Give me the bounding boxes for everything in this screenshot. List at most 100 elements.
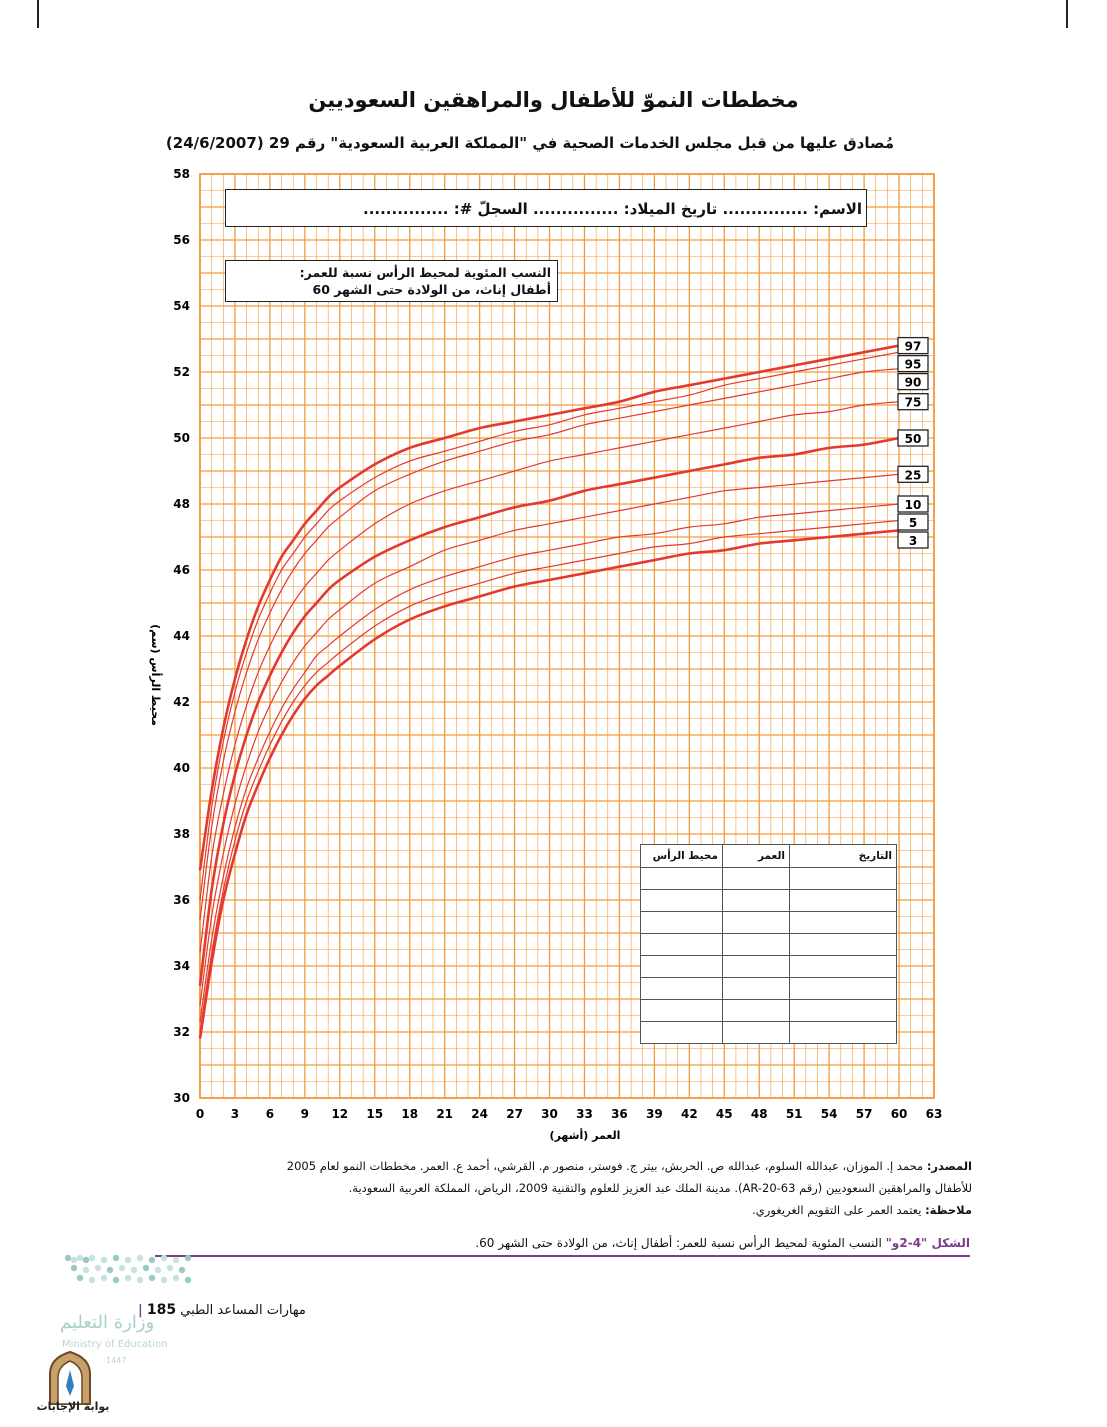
percentile-labels: 97 95 90 75 50 25 10 5 3 [897, 336, 929, 549]
page-subtitle: مُصادق عليها من قبل مجلس الخدمات الصحية … [165, 134, 895, 152]
page-edge-mark-left [37, 0, 39, 28]
x-tick-label: 45 [716, 1107, 733, 1121]
logo-dot [172, 1256, 180, 1264]
col-header-head-circ: محيط الرأس [640, 844, 723, 868]
percentile-label-box-90 [897, 372, 929, 391]
record-row [640, 889, 897, 912]
grid-major [199, 173, 935, 1099]
logo-dot [130, 1266, 138, 1274]
logo-dot [184, 1276, 192, 1284]
x-tick-label: 63 [926, 1107, 943, 1121]
percentile-label-box-5 [897, 513, 929, 531]
x-tick-label: 15 [366, 1107, 383, 1121]
percentile-curve-97 [198, 344, 900, 871]
figure-caption-text: النسب المئوية لمحيط الرأس نسبة للعمر: أط… [475, 1236, 882, 1250]
y-tick-label: 30 [173, 1091, 190, 1105]
logo-dot [154, 1266, 162, 1274]
record-row [640, 933, 897, 956]
chart-description-line2: أطفال إناث، من الولادة حتى الشهر 60 [312, 282, 551, 297]
x-tick-label: 51 [786, 1107, 803, 1121]
record-row [640, 999, 897, 1022]
y-tick-label: 54 [173, 299, 190, 313]
percentile-label-box-10 [897, 495, 929, 513]
record-cell [640, 999, 723, 1022]
logo-dot [184, 1254, 192, 1262]
y-tick-label: 44 [173, 629, 190, 643]
footer-divider: | [138, 1303, 143, 1318]
record-cell [722, 911, 790, 934]
logo-dot [76, 1254, 84, 1262]
y-tick-label: 38 [173, 827, 190, 841]
logo-dot [82, 1256, 90, 1264]
percentile-curve-5 [199, 519, 900, 1033]
percentile-label-box-75 [897, 393, 929, 411]
y-tick-label: 34 [173, 959, 190, 973]
logo-dot [88, 1254, 96, 1262]
record-cell [722, 933, 790, 956]
logo-dot [118, 1264, 126, 1272]
percentile-label-box-25 [897, 465, 929, 483]
y-tick-label: 32 [173, 1025, 190, 1039]
chart-description-box: النسب المئوية لمحيط الرأس نسبة للعمر: أط… [225, 260, 558, 302]
logo-dot [106, 1266, 114, 1274]
logo-dot [148, 1274, 156, 1282]
patient-info-box: الاسم: ............... تاريخ الميلاد: ..… [225, 189, 867, 227]
percentile-label-90: 90 [905, 376, 922, 390]
x-tick-label: 3 [231, 1107, 239, 1121]
logo-dot [160, 1276, 168, 1284]
logo-dot [100, 1274, 108, 1282]
x-tick-label: 0 [196, 1107, 204, 1121]
y-tick-label: 48 [173, 497, 190, 511]
answers-portal-badge-icon [49, 1350, 91, 1405]
record-cell [640, 867, 723, 890]
x-tick-label: 57 [856, 1107, 873, 1121]
percentile-label-50: 50 [905, 432, 922, 446]
ministry-logo-dots [64, 1254, 192, 1284]
percentile-curve-90 [199, 368, 900, 920]
source-line-1: المصدر: محمد إ. الموزان، عبدالله السلوم،… [152, 1156, 972, 1176]
x-tick-labels: 0 3 6 9 12 15 18 21 24 27 30 33 36 39 42 45 48 51 54 57 60 63 [196, 1107, 943, 1121]
source-text-1: محمد إ. الموزان، عبدالله السلوم، عبدالله… [286, 1159, 924, 1173]
page-edge-mark-right [1066, 0, 1068, 28]
note-text: يعتمد العمر على التقويم الغريغوري. [752, 1203, 922, 1217]
logo-dot [112, 1254, 120, 1262]
col-header-age: العمر [722, 844, 790, 868]
y-tick-label: 58 [173, 167, 190, 181]
x-axis-label: العمر (أشهر) [550, 1128, 621, 1142]
record-cell [640, 889, 723, 912]
record-row [640, 955, 897, 978]
x-tick-label: 9 [301, 1107, 309, 1121]
record-row [640, 1021, 897, 1044]
record-row [640, 867, 897, 890]
logo-dot [142, 1264, 150, 1272]
logo-dot [112, 1276, 120, 1284]
percentile-label-box-97 [897, 336, 929, 355]
x-tick-label: 33 [576, 1107, 593, 1121]
x-tick-label: 39 [646, 1107, 663, 1121]
record-cell [789, 867, 897, 890]
logo-dot [64, 1254, 72, 1262]
percentile-curve-50 [198, 436, 900, 986]
record-cell [722, 977, 790, 1000]
percentile-label-95: 95 [905, 358, 922, 372]
y-tick-label: 36 [173, 893, 190, 907]
record-cell [789, 977, 897, 1000]
record-cell [722, 999, 790, 1022]
logo-dot [178, 1266, 186, 1274]
record-cell [722, 867, 790, 890]
y-tick-labels: 30 32 34 36 38 40 42 44 46 48 50 52 54 56 58 [173, 167, 190, 1105]
plot-frame [199, 173, 935, 1099]
logo-dot [136, 1276, 144, 1284]
record-row [640, 977, 897, 1000]
record-cell [789, 889, 897, 912]
percentile-curve-95 [199, 351, 900, 901]
percentile-label-3: 3 [909, 534, 917, 548]
chart-description-line1: النسب المئوية لمحيط الرأس نسبة للعمر: [299, 265, 551, 280]
logo-dot [100, 1256, 108, 1264]
x-tick-label: 48 [751, 1107, 768, 1121]
record-cell [640, 911, 723, 934]
figure-label: الشكل "4-2و" [885, 1236, 970, 1250]
x-tick-label: 30 [541, 1107, 558, 1121]
record-cell [640, 1021, 723, 1044]
record-cell [722, 889, 790, 912]
